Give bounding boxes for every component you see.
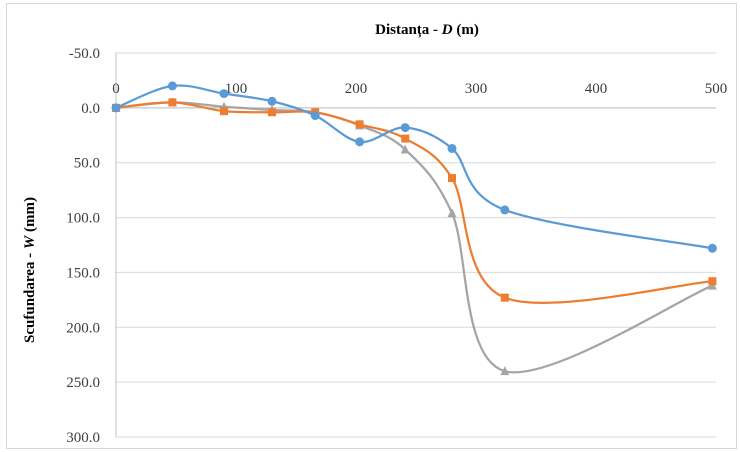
y-tick-label: 300.0 [66,430,100,446]
y-tick-label: 100.0 [66,211,100,227]
data-point-square [708,277,717,286]
data-point-square [220,107,228,116]
x-tick-label: 100 [225,81,248,97]
data-point-circle [355,137,365,147]
data-point-triangle [500,366,510,376]
x-tick-label: 200 [345,81,368,97]
x-axis-title: Distanța - D (m) [375,22,479,38]
y-tick-label: 250.0 [66,375,100,391]
data-point-circle [310,111,320,121]
y-tick-label: 200.0 [66,320,100,336]
data-point-circle [447,143,457,153]
data-point-circle [111,103,121,113]
x-tick-label: 500 [705,81,728,97]
chart-frame [6,3,737,449]
x-tick-label: 400 [585,81,608,97]
y-tick-label: -50.0 [69,46,100,62]
series-1-line [115,84,713,250]
data-point-circle [167,81,177,91]
data-point-square [355,120,364,129]
data-point-square [448,174,456,183]
data-point-triangle [400,144,410,154]
y-tick-label: 150.0 [66,265,100,281]
data-point-circle [267,96,277,106]
series-3 [111,97,717,376]
y-tick-labels: -50.0 0.0 50.0 100.0 150.0 200.0 250.0 300.0 [66,46,100,446]
data-point-triangle [447,208,457,218]
x-tick-label: 300 [465,81,488,97]
data-point-circle [707,243,717,253]
series-1 [111,81,717,253]
x-tick-labels: 0 100 200 300 400 500 [112,81,727,97]
gridlines [115,52,716,438]
y-tick-label: 0.0 [81,101,100,117]
data-point-square [500,293,509,302]
data-point-circle [500,205,510,215]
y-axis-title: Scufundarea - W (mm) [22,197,38,343]
series-group [111,81,717,376]
y-tick-label: 50.0 [74,156,100,172]
data-point-square [168,98,177,107]
x-tick-label: 0 [112,81,120,97]
data-point-circle [219,89,229,99]
data-point-square [268,108,276,117]
data-point-circle [400,123,410,133]
data-point-square [401,134,410,143]
